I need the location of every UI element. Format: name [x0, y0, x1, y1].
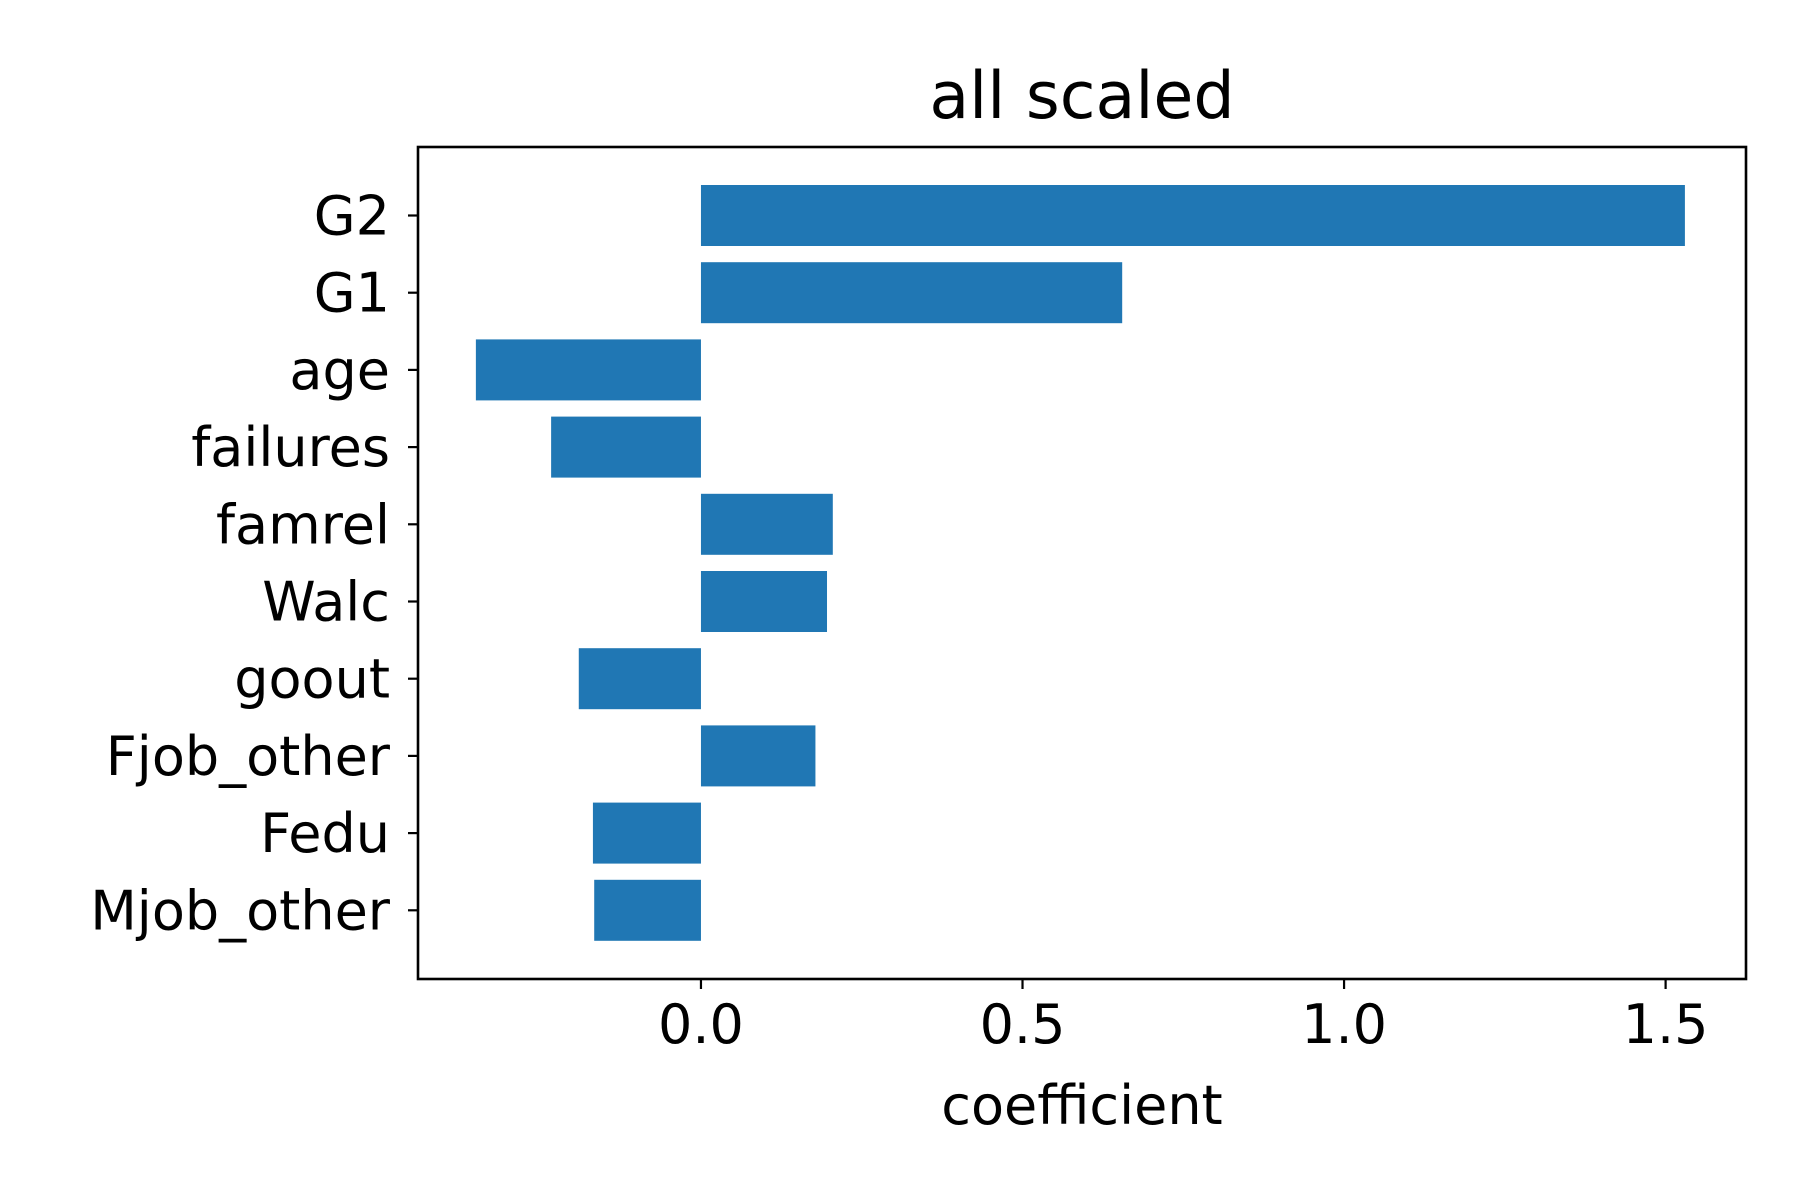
bar-G1	[700, 262, 1123, 324]
y-tick-label: goout	[234, 648, 390, 711]
x-axis: 0.0 0.5 1.0 1.5	[658, 979, 1709, 1056]
x-tick-label: 0.5	[980, 993, 1066, 1056]
bar-Mjob_other	[594, 879, 701, 941]
y-axis: G2 G1 age failures famrel Walc goout Fjob_other…	[90, 185, 418, 942]
bar-Fjob_other	[700, 725, 816, 787]
y-tick-label: G2	[314, 185, 390, 248]
y-tick-label: famrel	[216, 493, 390, 556]
y-tick-label: age	[289, 339, 390, 402]
y-tick-label: G1	[314, 262, 390, 325]
bar-Walc	[700, 571, 828, 632]
y-tick-label: Fjob_other	[106, 725, 391, 788]
y-tick-label: Mjob_other	[90, 879, 391, 942]
bar-age	[475, 339, 701, 401]
bars-group	[475, 185, 1685, 941]
y-tick-label: Fedu	[260, 802, 390, 865]
y-tick-label: Walc	[262, 571, 390, 634]
bar-goout	[578, 648, 701, 710]
x-axis-label: coefficient	[941, 1074, 1222, 1137]
x-tick-label: 1.5	[1623, 993, 1709, 1056]
bar-Fedu	[592, 802, 701, 864]
bar-G2	[700, 185, 1685, 246]
x-tick-label: 1.0	[1301, 993, 1387, 1056]
y-tick-label: failures	[191, 416, 390, 479]
bar-famrel	[700, 493, 833, 555]
bar-failures	[551, 416, 701, 478]
chart-title: all scaled	[929, 59, 1234, 134]
x-tick-label: 0.0	[658, 993, 744, 1056]
plot-frame	[416, 145, 1748, 981]
